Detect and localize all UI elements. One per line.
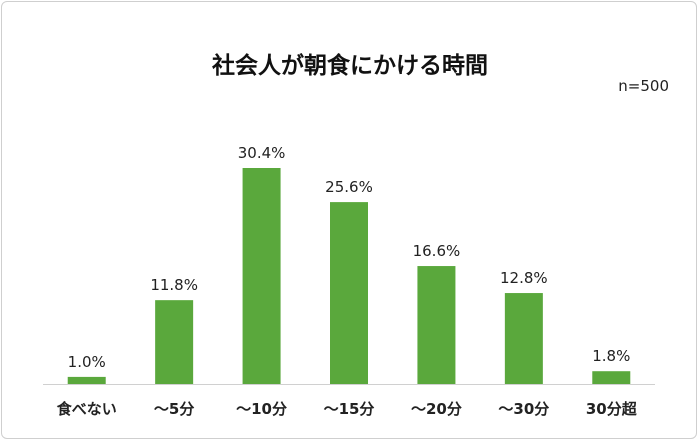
sample-size-note: n=500: [618, 77, 669, 95]
value-label-1: 11.8%: [150, 276, 198, 294]
category-label-1: ～5分: [154, 400, 194, 418]
bar-2: [242, 168, 281, 384]
value-label-4: 16.6%: [413, 242, 461, 260]
value-label-5: 12.8%: [500, 269, 548, 287]
category-label-0: 食べない: [57, 400, 117, 418]
category-label-3: ～15分: [324, 400, 375, 418]
bar-6: [592, 371, 631, 384]
bar-5: [504, 293, 543, 384]
category-label-2: ～10分: [236, 400, 287, 418]
category-label-5: ～30分: [498, 400, 549, 418]
bar-0: [67, 376, 106, 384]
value-label-2: 30.4%: [238, 144, 286, 162]
bar-1: [155, 300, 194, 384]
category-label-6: 30分超: [586, 400, 638, 418]
bar-3: [330, 202, 368, 384]
category-label-4: ～20分: [411, 400, 462, 418]
bar-4: [417, 266, 456, 384]
value-label-3: 25.6%: [325, 178, 373, 196]
value-label-6: 1.8%: [592, 347, 630, 365]
bars: 1.0% 食べない 11.8% ～5分 30.4% ～10分 25.6% ～15分 16.6% ～…: [57, 144, 638, 418]
value-label-0: 1.0%: [68, 353, 106, 371]
chart-title: 社会人が朝食にかける時間: [212, 53, 488, 79]
